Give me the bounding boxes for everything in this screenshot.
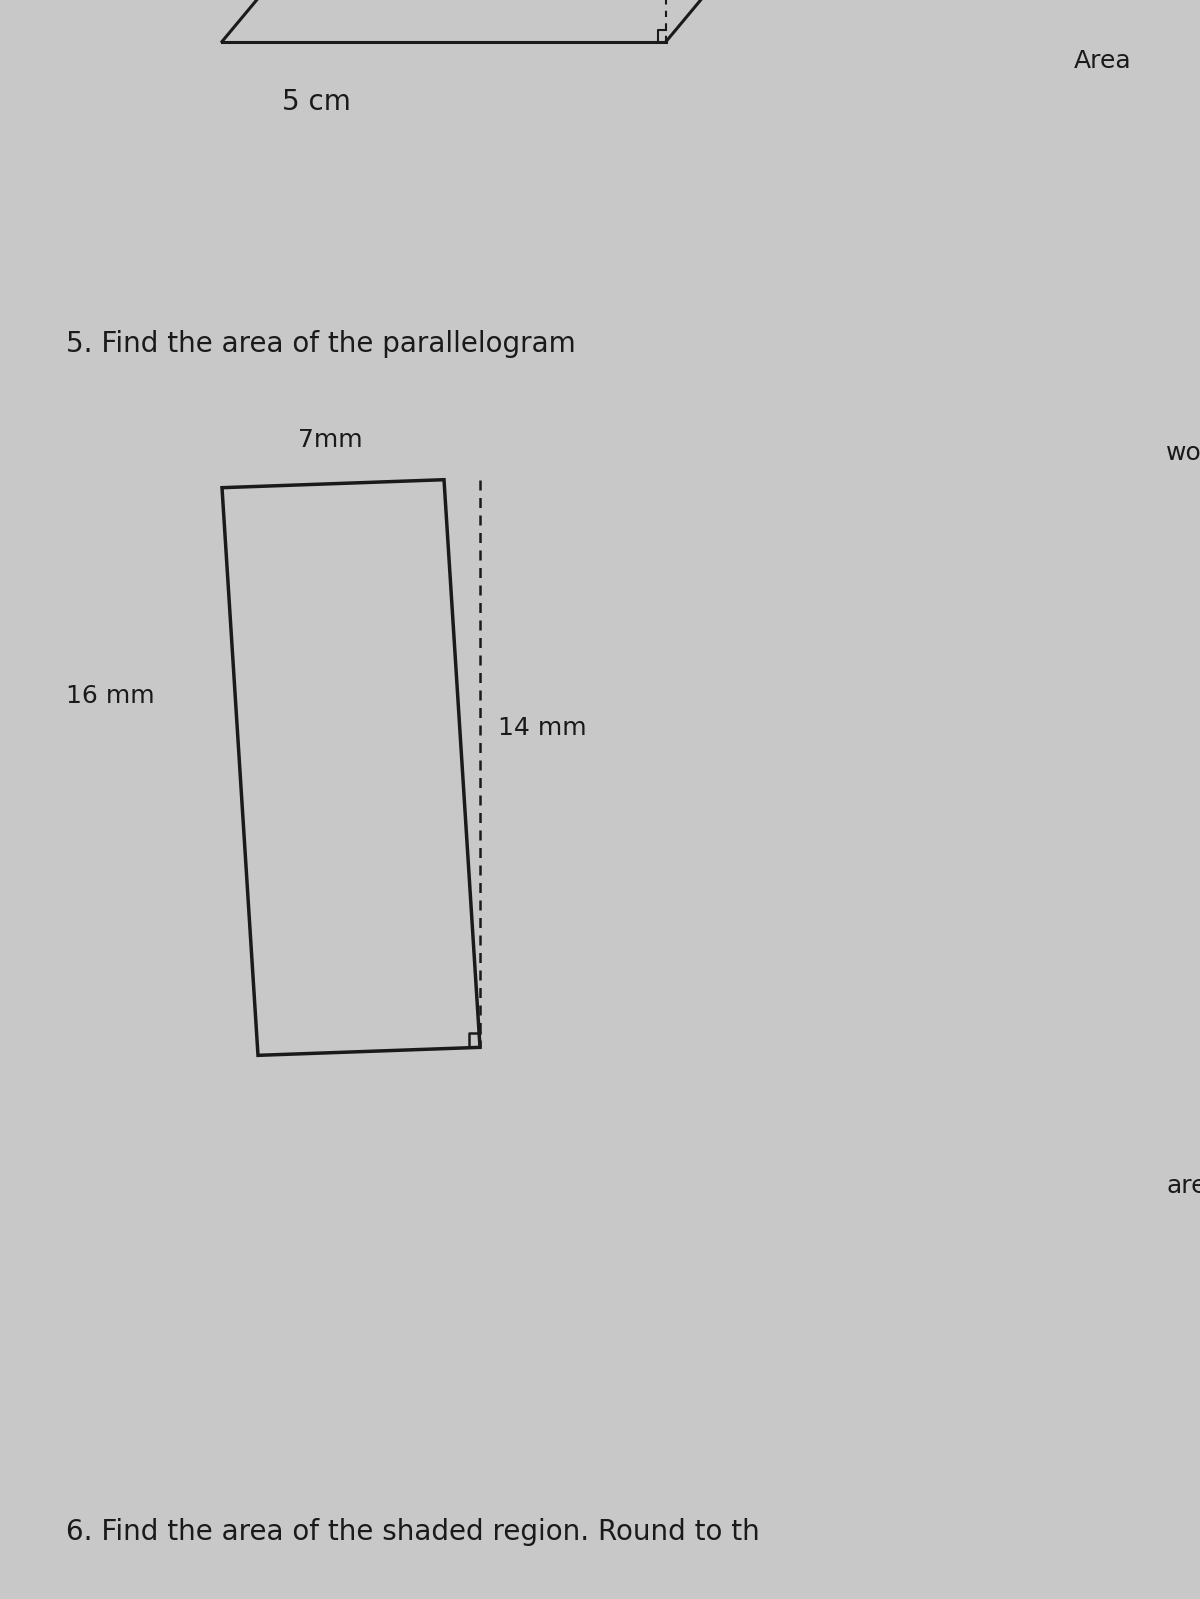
Text: 7mm: 7mm: [298, 427, 362, 453]
Text: 14 mm: 14 mm: [498, 715, 587, 740]
Text: wor: wor: [1166, 440, 1200, 465]
Text: 16 mm: 16 mm: [66, 683, 155, 708]
Text: 5. Find the area of the parallelogram: 5. Find the area of the parallelogram: [66, 329, 576, 358]
Text: 6. Find the area of the shaded region. Round to th: 6. Find the area of the shaded region. R…: [66, 1517, 760, 1546]
Text: Area: Area: [1074, 48, 1132, 74]
Text: area: area: [1166, 1174, 1200, 1199]
Text: 5 cm: 5 cm: [282, 88, 350, 117]
